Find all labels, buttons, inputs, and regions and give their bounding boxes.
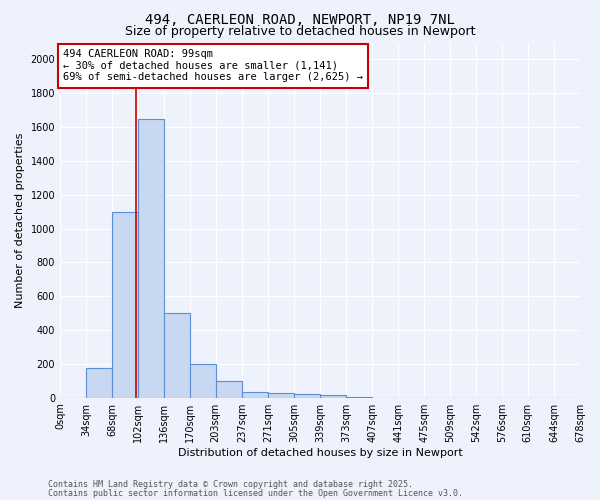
Bar [294, 394, 320, 398]
Text: Contains public sector information licensed under the Open Government Licence v3: Contains public sector information licen… [48, 489, 463, 498]
Bar [268, 394, 294, 398]
Bar [320, 395, 346, 398]
Text: 494, CAERLEON ROAD, NEWPORT, NP19 7NL: 494, CAERLEON ROAD, NEWPORT, NP19 7NL [145, 12, 455, 26]
Bar [112, 212, 138, 398]
Bar [190, 364, 216, 398]
Text: Size of property relative to detached houses in Newport: Size of property relative to detached ho… [125, 25, 475, 38]
Bar [242, 392, 268, 398]
Text: 494 CAERLEON ROAD: 99sqm
← 30% of detached houses are smaller (1,141)
69% of sem: 494 CAERLEON ROAD: 99sqm ← 30% of detach… [63, 50, 363, 82]
Bar [86, 368, 112, 398]
Y-axis label: Number of detached properties: Number of detached properties [15, 132, 25, 308]
Bar [216, 381, 242, 398]
Bar [138, 118, 164, 398]
Text: Contains HM Land Registry data © Crown copyright and database right 2025.: Contains HM Land Registry data © Crown c… [48, 480, 413, 489]
Bar [164, 313, 190, 398]
Bar [346, 397, 372, 398]
X-axis label: Distribution of detached houses by size in Newport: Distribution of detached houses by size … [178, 448, 463, 458]
